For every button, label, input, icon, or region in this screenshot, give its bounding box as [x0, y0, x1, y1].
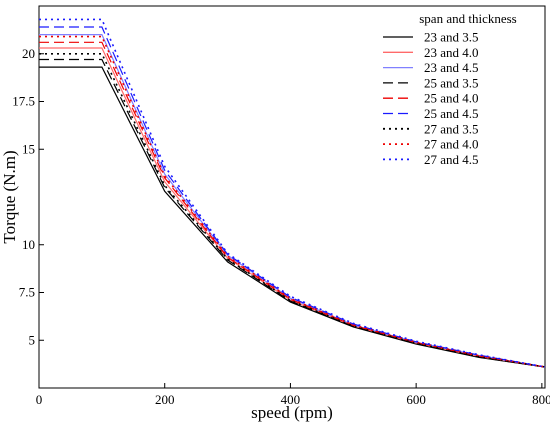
series-line-9 [39, 18, 546, 368]
y-tick-label: 15 [22, 141, 35, 156]
y-tick-label: 10 [22, 237, 35, 252]
y-axis-title: Torque (N.m) [0, 150, 19, 243]
y-tick-label: 17.5 [12, 94, 35, 109]
y-tick-label: 5 [29, 332, 36, 347]
x-tick-label: 400 [281, 392, 301, 407]
series-line-1 [39, 66, 546, 368]
series-layer [39, 18, 546, 368]
y-tick-label: 20 [22, 46, 35, 61]
series-line-5 [39, 41, 546, 368]
legend-label-2: 23 and 4.0 [424, 45, 479, 60]
x-tick-label: 800 [532, 392, 550, 407]
plot-frame [38, 5, 546, 389]
x-tick-label: 600 [406, 392, 426, 407]
legend-label-8: 27 and 4.0 [424, 137, 479, 152]
legend-label-4: 25 and 3.5 [424, 75, 479, 90]
legend-label-1: 23 and 3.5 [424, 30, 479, 45]
legend-label-6: 25 and 4.5 [424, 106, 479, 121]
tick-layer: 0 200 400 600 800 5 7.5 10 15 17.5 20 [12, 46, 550, 407]
y-tick-label: 7.5 [19, 285, 35, 300]
legend-label-3: 23 and 4.5 [424, 60, 479, 75]
legend-label-9: 27 and 4.5 [424, 152, 479, 167]
legend-label-7: 27 and 3.5 [424, 121, 479, 136]
x-axis-title: speed (rpm) [251, 403, 333, 422]
x-tick-label: 0 [36, 392, 43, 407]
series-line-2 [39, 47, 546, 368]
legend-title: span and thickness [419, 11, 516, 26]
legend-label-5: 25 and 4.0 [424, 91, 479, 106]
legend: span and thickness 23 and 3.523 and 4.02… [383, 11, 517, 167]
x-tick-label: 200 [155, 392, 175, 407]
series-line-4 [39, 58, 546, 368]
